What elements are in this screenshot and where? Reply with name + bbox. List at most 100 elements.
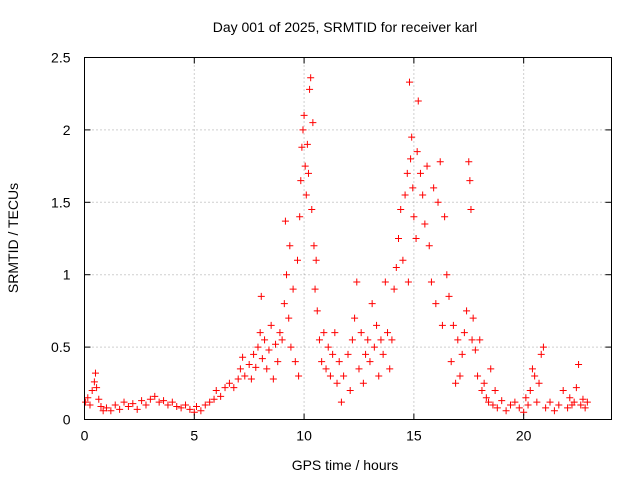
y-tick-label: 1.5 [51, 194, 71, 210]
data-point [225, 379, 233, 387]
data-point [413, 148, 421, 156]
y-tick-label: 0.5 [51, 339, 71, 355]
data-point [97, 402, 105, 410]
data-point [299, 126, 307, 134]
data-point [99, 407, 107, 415]
data-point [366, 358, 374, 366]
data-point [217, 392, 225, 400]
y-axis-ticks: 0 0.5 1 1.5 2 2.5 [51, 50, 612, 428]
data-point [177, 404, 185, 412]
data-point [254, 343, 262, 351]
data-point [535, 379, 543, 387]
data-point [344, 350, 352, 358]
y-tick-label: 2.5 [51, 50, 71, 66]
data-point [359, 379, 367, 387]
data-point [414, 97, 422, 105]
data-point [293, 256, 301, 264]
data-point [308, 206, 316, 214]
data-point [419, 191, 427, 199]
data-point [239, 353, 247, 361]
data-point [368, 300, 376, 308]
data-point [324, 343, 332, 351]
data-point [465, 158, 473, 166]
data-point [397, 206, 405, 214]
data-point [111, 401, 119, 409]
data-point [236, 365, 244, 373]
data-point [272, 340, 280, 348]
data-point [280, 300, 288, 308]
data-point [386, 365, 394, 373]
data-point [133, 405, 141, 413]
data-point [452, 379, 460, 387]
data-point [310, 242, 318, 250]
data-point [432, 300, 440, 308]
data-point [511, 398, 519, 406]
data-point [409, 184, 417, 192]
data-point [566, 394, 574, 402]
x-tick-label: 20 [516, 428, 532, 444]
data-point [408, 133, 416, 141]
data-point [493, 404, 501, 412]
data-point [340, 372, 348, 380]
data-point [351, 314, 359, 322]
data-point [335, 358, 343, 366]
data-point [212, 387, 220, 395]
data-point [124, 402, 132, 410]
y-tick-label: 1 [63, 267, 71, 283]
data-point [524, 401, 532, 409]
data-point [197, 407, 205, 415]
data-point [138, 397, 146, 405]
data-point [247, 375, 255, 383]
data-point [577, 401, 585, 409]
data-point [300, 111, 308, 119]
chart-title: Day 001 of 2025, SRMTID for receiver kar… [213, 19, 478, 35]
x-tick-label: 15 [406, 428, 422, 444]
data-point [379, 350, 387, 358]
data-point [164, 401, 172, 409]
data-point [480, 379, 488, 387]
data-point [375, 372, 383, 380]
data-point [489, 401, 497, 409]
data-point [322, 365, 330, 373]
data-point [498, 397, 506, 405]
data-point [221, 384, 229, 392]
data-point [436, 158, 444, 166]
data-point [526, 387, 534, 395]
data-point [102, 404, 110, 412]
data-point [206, 398, 214, 406]
data-point [405, 78, 413, 86]
data-point [278, 336, 286, 344]
data-point [297, 177, 305, 185]
data-point [550, 407, 558, 415]
data-point [581, 404, 589, 412]
data-point [120, 398, 128, 406]
data-point [241, 372, 249, 380]
data-point [506, 401, 514, 409]
data-point [329, 350, 337, 358]
data-point [86, 401, 94, 409]
data-point [467, 206, 475, 214]
data-point [296, 213, 304, 221]
data-point [95, 395, 103, 403]
data-point [404, 278, 412, 286]
data-point [309, 119, 317, 127]
data-point [234, 375, 242, 383]
data-point [302, 191, 310, 199]
data-point [427, 278, 435, 286]
data-point [381, 278, 389, 286]
data-point [257, 292, 265, 300]
data-point [487, 365, 495, 373]
data-point [258, 355, 266, 363]
data-point [466, 177, 474, 185]
data-point [306, 85, 314, 93]
data-point [82, 398, 90, 406]
data-point [146, 395, 154, 403]
data-point [403, 169, 411, 177]
data-point [564, 404, 572, 412]
data-point [318, 358, 326, 366]
data-point [423, 162, 431, 170]
data-point [151, 392, 159, 400]
data-point [312, 256, 320, 264]
data-point [395, 235, 403, 242]
